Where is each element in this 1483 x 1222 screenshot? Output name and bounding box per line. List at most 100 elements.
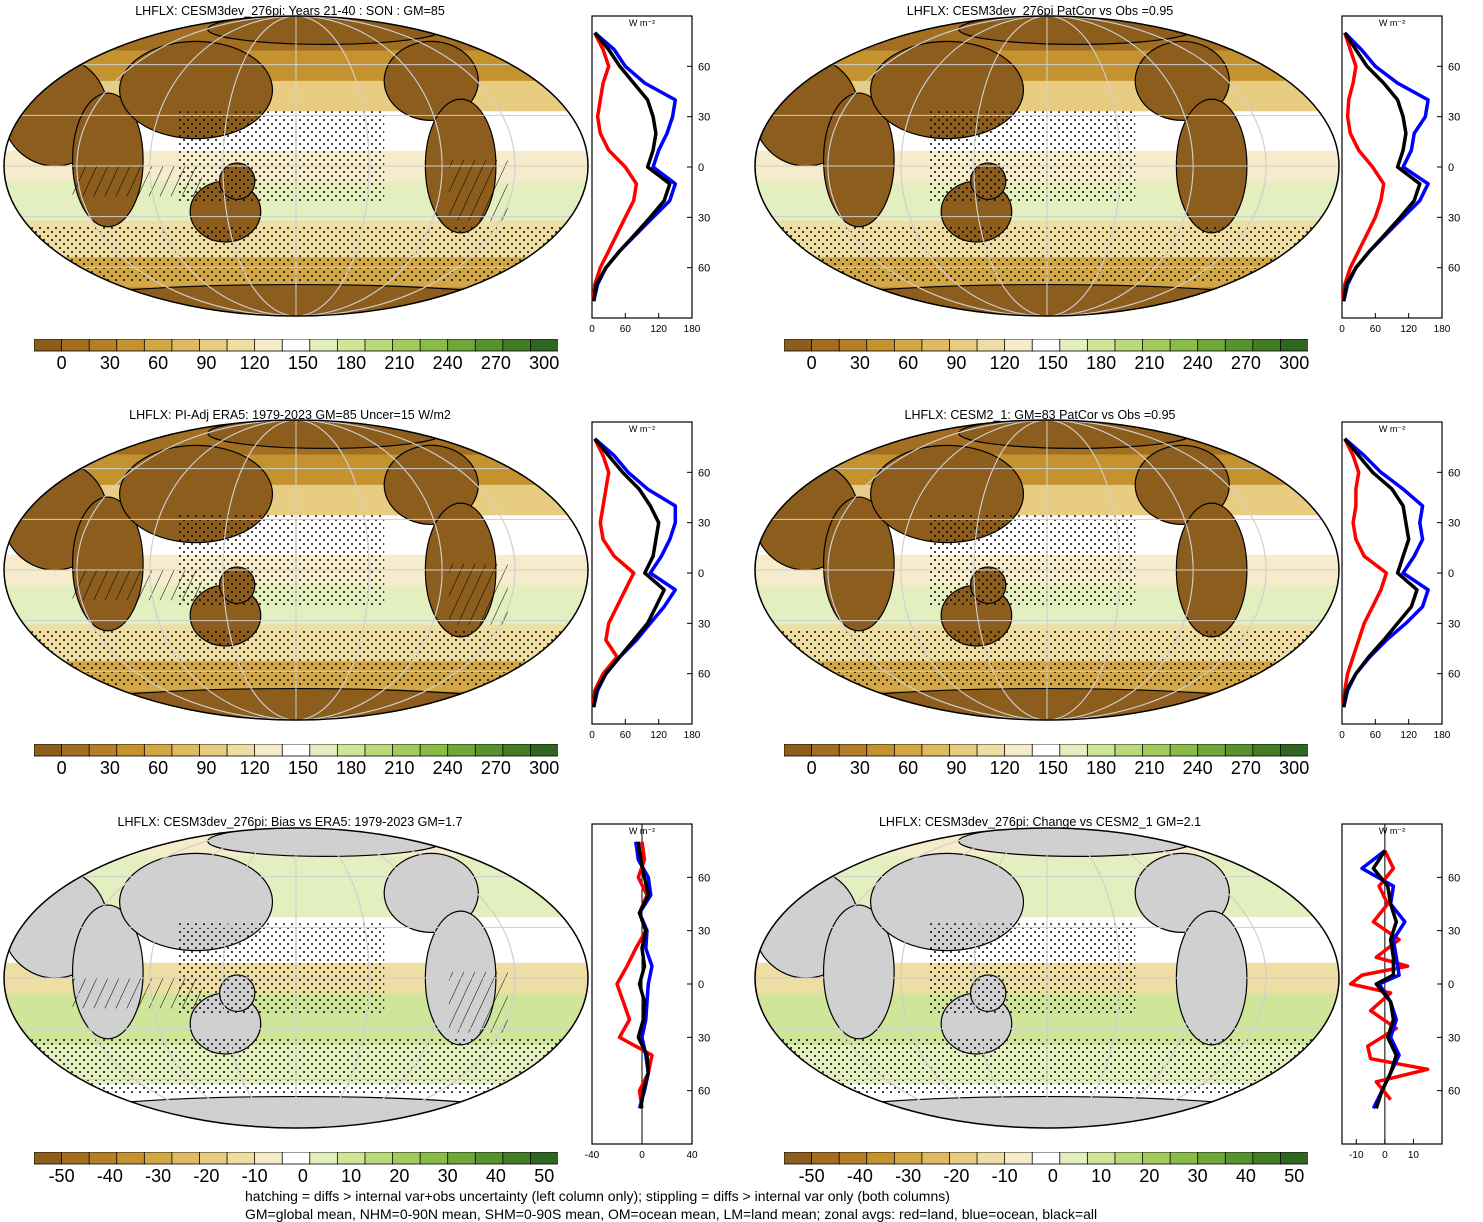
zonal-ytick-label: 0 [1448, 979, 1454, 991]
zonal-ytick-label: 0 [1448, 162, 1454, 174]
colorbar-tick-label: 300 [524, 758, 564, 779]
colorbar-tick-label: 240 [428, 353, 468, 374]
zonal-mean-plot: W m⁻²60N30N030S60S060120180 [560, 14, 710, 352]
zonal-ytick-label: 30N [1448, 926, 1460, 938]
zonal-units-label: W m⁻² [1379, 826, 1405, 836]
colorbar-tick-label: -20 [186, 1166, 226, 1187]
zonal-ytick-label: 60S [1448, 1086, 1460, 1098]
zonal-ytick-label: 60N [698, 872, 710, 884]
zonal-xtick-label: 120 [1400, 324, 1417, 335]
zonal-ytick-label: 30S [698, 618, 710, 630]
zonal-xtick-label: 120 [650, 730, 667, 741]
colorbar [784, 744, 1308, 758]
colorbar-tick-label: 0 [42, 758, 82, 779]
colorbar-tick-label: -20 [936, 1166, 976, 1187]
zonal-xtick-label: 0 [1382, 1150, 1388, 1161]
zonal-ytick-label: 30S [698, 1032, 710, 1044]
colorbar [784, 339, 1308, 353]
zonal-xtick-label: 0 [589, 730, 595, 741]
colorbar-tick-label: 150 [1033, 353, 1073, 374]
colorbar-tick-label: 90 [186, 353, 226, 374]
colorbar-tick-label: 60 [138, 353, 178, 374]
colorbar-tick-label: 210 [1129, 758, 1169, 779]
colorbar-tick-label: 240 [1178, 758, 1218, 779]
colorbar-tick-label: -30 [888, 1166, 928, 1187]
zonal-line-all [594, 439, 665, 707]
colorbar-tick-label: 50 [1274, 1166, 1314, 1187]
colorbar-tick-label: 0 [283, 1166, 323, 1187]
zonal-ytick-label: 30N [698, 518, 710, 530]
colorbar-tick-label: -10 [235, 1166, 275, 1187]
colorbar-tick-label: 90 [936, 758, 976, 779]
zonal-ytick-label: 60N [698, 61, 710, 73]
colorbar-tick-label: -10 [985, 1166, 1025, 1187]
colorbar-tick-label: 270 [1226, 758, 1266, 779]
zonal-line-land [593, 33, 636, 301]
colorbar-tick-label: 30 [428, 1166, 468, 1187]
colorbar-tick-label: 0 [1033, 1166, 1073, 1187]
zonal-xtick-label: 180 [1434, 324, 1451, 335]
colorbar-tick-label: 60 [888, 758, 928, 779]
colorbar-tick-label: 270 [1226, 353, 1266, 374]
zonal-ytick-label: 60S [698, 263, 710, 275]
colorbar-tick-label: -40 [840, 1166, 880, 1187]
zonal-ytick-label: 0 [698, 162, 704, 174]
colorbar-tick-label: 60 [888, 353, 928, 374]
colorbar-tick-label: 240 [1178, 353, 1218, 374]
footer-note-2: GM=global mean, NHM=0-90N mean, SHM=0-90… [245, 1206, 1097, 1222]
colorbar-tick-label: 150 [1033, 758, 1073, 779]
colorbar-tick-label: 300 [1274, 353, 1314, 374]
colorbar-tick-label: 30 [1178, 1166, 1218, 1187]
world-map [2, 418, 590, 722]
colorbar-tick-label: 30 [840, 758, 880, 779]
colorbar-tick-label: 180 [1081, 758, 1121, 779]
zonal-ytick-label: 30S [1448, 212, 1460, 224]
colorbar [34, 1152, 558, 1166]
colorbar-tick-label: 30 [840, 353, 880, 374]
zonal-ytick-label: 60N [698, 467, 710, 479]
zonal-ytick-label: 60N [1448, 61, 1460, 73]
colorbar-tick-label: 270 [476, 758, 516, 779]
colorbar-tick-label: 150 [283, 353, 323, 374]
zonal-xtick-label: 60 [1370, 324, 1382, 335]
world-map [753, 826, 1341, 1130]
colorbar-tick-label: -50 [42, 1166, 82, 1187]
colorbar-tick-label: 210 [379, 353, 419, 374]
zonal-xtick-label: 180 [684, 324, 701, 335]
zonal-xtick-label: 40 [686, 1150, 698, 1161]
colorbar-tick-label: 30 [90, 353, 130, 374]
zonal-xtick-label: -10 [1349, 1150, 1364, 1161]
colorbar-tick-label: 180 [331, 353, 371, 374]
colorbar-tick-label: -30 [138, 1166, 178, 1187]
zonal-xtick-label: 120 [1400, 730, 1417, 741]
world-map [2, 826, 590, 1130]
zonal-ytick-label: 30N [698, 926, 710, 938]
zonal-ytick-label: 60N [1448, 467, 1460, 479]
footer-note-1: hatching = diffs > internal var+obs unce… [245, 1188, 950, 1204]
colorbar-tick-label: 150 [283, 758, 323, 779]
zonal-units-label: W m⁻² [1379, 18, 1405, 28]
zonal-xtick-label: 0 [1339, 730, 1345, 741]
colorbar-tick-label: -50 [792, 1166, 832, 1187]
zonal-units-label: W m⁻² [629, 18, 655, 28]
colorbar-tick-label: 240 [428, 758, 468, 779]
zonal-ytick-label: 30S [1448, 618, 1460, 630]
colorbar-tick-label: 40 [476, 1166, 516, 1187]
zonal-ytick-label: 30N [1448, 112, 1460, 124]
colorbar-tick-label: 180 [331, 758, 371, 779]
zonal-xtick-label: 180 [1434, 730, 1451, 741]
colorbar-tick-label: 90 [186, 758, 226, 779]
colorbar-tick-label: 60 [138, 758, 178, 779]
colorbar-tick-label: 30 [90, 758, 130, 779]
colorbar-tick-label: 120 [985, 353, 1025, 374]
colorbar-tick-label: 120 [235, 353, 275, 374]
colorbar-tick-label: 270 [476, 353, 516, 374]
zonal-ytick-label: 30S [1448, 1032, 1460, 1044]
world-map [753, 418, 1341, 722]
zonal-xtick-label: 120 [650, 324, 667, 335]
colorbar [34, 744, 558, 758]
zonal-xtick-label: 180 [684, 730, 701, 741]
world-map [753, 14, 1341, 318]
